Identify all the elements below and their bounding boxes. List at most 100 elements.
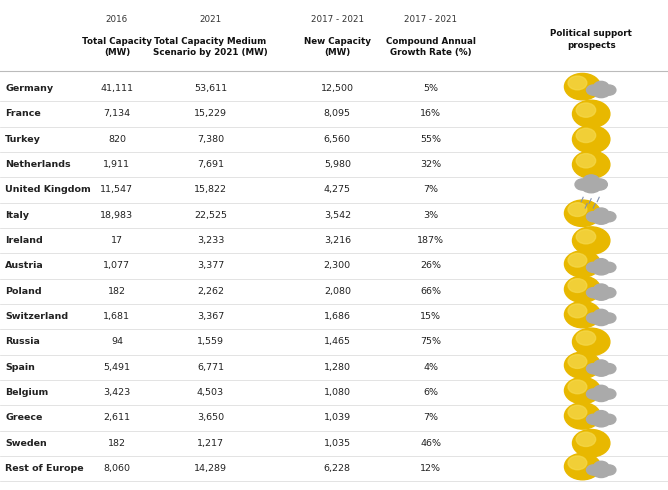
Circle shape [580,177,602,193]
Text: 8,060: 8,060 [104,464,130,473]
Text: Sweden: Sweden [5,439,47,448]
Text: 53,611: 53,611 [194,84,227,93]
Circle shape [587,465,601,475]
Circle shape [572,151,610,178]
Circle shape [572,429,610,457]
Circle shape [576,331,596,345]
Text: Italy: Italy [5,211,29,220]
Circle shape [602,414,616,424]
Circle shape [594,259,609,270]
Text: 1,280: 1,280 [324,363,351,372]
Text: Austria: Austria [5,261,44,270]
Text: 1,559: 1,559 [197,338,224,346]
Circle shape [568,279,587,293]
Circle shape [583,175,599,187]
Text: 7,380: 7,380 [197,135,224,144]
Circle shape [592,210,611,224]
Circle shape [587,212,601,222]
Circle shape [594,208,609,219]
Text: Turkey: Turkey [5,135,41,144]
Text: 12%: 12% [420,464,442,473]
Text: 5%: 5% [424,84,438,93]
Circle shape [575,179,591,190]
Text: Rest of Europe: Rest of Europe [5,464,84,473]
Text: 7%: 7% [424,414,438,422]
Text: New Capacity
(MW): New Capacity (MW) [304,37,371,57]
Text: 6%: 6% [424,388,438,397]
Text: 1,080: 1,080 [324,388,351,397]
Text: 3,423: 3,423 [104,388,130,397]
Text: 6,560: 6,560 [324,135,351,144]
Circle shape [592,362,611,376]
Circle shape [568,355,587,368]
Text: 41,111: 41,111 [100,84,134,93]
Text: Switzerland: Switzerland [5,312,68,321]
Text: 4,503: 4,503 [197,388,224,397]
Text: 5,980: 5,980 [324,160,351,169]
Circle shape [587,85,601,95]
Text: 2,611: 2,611 [104,414,130,422]
Text: Greece: Greece [5,414,43,422]
Circle shape [602,85,616,95]
Text: 6,228: 6,228 [324,464,351,473]
Circle shape [576,230,596,244]
Circle shape [568,304,587,318]
Circle shape [576,103,596,117]
Text: 1,039: 1,039 [324,414,351,422]
Text: 15,229: 15,229 [194,109,227,119]
Text: 3,650: 3,650 [197,414,224,422]
Text: Ireland: Ireland [5,236,43,245]
Circle shape [564,377,601,404]
Circle shape [572,125,610,153]
Circle shape [587,262,601,272]
Circle shape [592,464,611,478]
Text: 26%: 26% [420,261,442,270]
Text: 182: 182 [108,287,126,296]
Circle shape [594,81,609,92]
Circle shape [594,284,609,295]
Text: 187%: 187% [418,236,444,245]
Circle shape [564,276,601,302]
Text: 1,035: 1,035 [324,439,351,448]
Text: 12,500: 12,500 [321,84,354,93]
Circle shape [587,414,601,424]
Text: 15,822: 15,822 [194,185,227,195]
Text: 820: 820 [108,135,126,144]
Text: Political support
prospects: Political support prospects [550,29,632,50]
Circle shape [587,364,601,374]
Text: 16%: 16% [420,109,442,119]
Circle shape [594,309,609,320]
Text: Russia: Russia [5,338,40,346]
Circle shape [602,262,616,272]
Text: 3,233: 3,233 [197,236,224,245]
Circle shape [572,100,610,128]
Text: 32%: 32% [420,160,442,169]
Text: Total Capacity
(MW): Total Capacity (MW) [82,37,152,57]
Text: Netherlands: Netherlands [5,160,71,169]
Text: Total Capacity Medium
Scenario by 2021 (MW): Total Capacity Medium Scenario by 2021 (… [153,37,268,57]
Text: 46%: 46% [420,439,442,448]
Text: 3%: 3% [424,211,438,220]
Text: 2021: 2021 [199,15,222,24]
Text: 7,691: 7,691 [197,160,224,169]
Circle shape [592,179,607,190]
Circle shape [568,253,587,267]
Circle shape [564,453,601,480]
Circle shape [602,389,616,399]
Text: 3,377: 3,377 [197,261,224,270]
Circle shape [564,352,601,378]
Circle shape [564,200,601,226]
Circle shape [587,288,601,298]
Text: 3,542: 3,542 [324,211,351,220]
Text: 4,275: 4,275 [324,185,351,195]
Text: Poland: Poland [5,287,42,296]
Text: Spain: Spain [5,363,35,372]
Circle shape [592,312,611,325]
Text: Belgium: Belgium [5,388,49,397]
Text: 182: 182 [108,439,126,448]
Circle shape [576,154,596,168]
Circle shape [602,288,616,298]
Circle shape [602,212,616,222]
Text: 1,681: 1,681 [104,312,130,321]
Text: Germany: Germany [5,84,53,93]
